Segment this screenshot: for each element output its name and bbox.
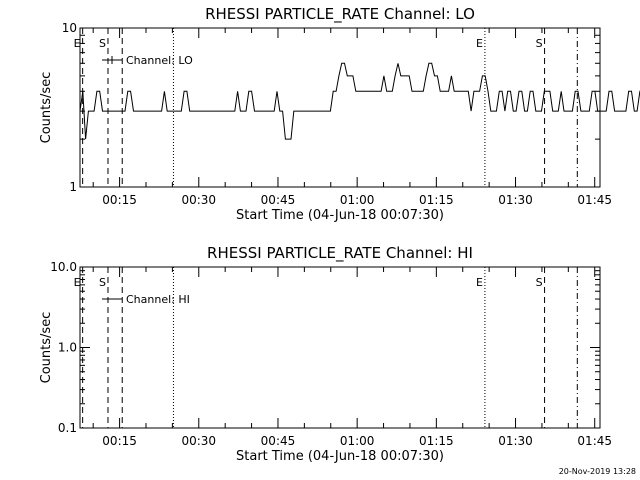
marker-label: E <box>476 37 483 50</box>
chart-title: RHESSI PARTICLE_RATE Channel: HI <box>207 244 473 263</box>
x-tick-label: 01:30 <box>498 434 533 448</box>
footer-timestamp: 20-Nov-2019 13:28 <box>559 467 636 476</box>
x-tick-label: 01:45 <box>577 434 612 448</box>
x-tick-label: 00:15 <box>102 193 137 207</box>
y-axis-label: Counts/sec <box>39 312 54 384</box>
x-tick-label: 00:45 <box>261 193 296 207</box>
marker-label: S <box>536 37 543 50</box>
x-tick-label: 01:15 <box>419 193 454 207</box>
x-tick-label: 00:30 <box>181 193 216 207</box>
marker-label: S <box>99 276 106 289</box>
x-axis-label: Start Time (04-Jun-18 00:07:30) <box>236 449 444 464</box>
marker-label: E <box>74 276 81 289</box>
x-tick-label: 01:15 <box>419 434 454 448</box>
x-tick-label: 01:00 <box>340 434 375 448</box>
x-tick-label: 00:30 <box>181 434 216 448</box>
x-tick-label: 00:15 <box>102 434 137 448</box>
marker-label: S <box>536 276 543 289</box>
x-tick-label: 01:00 <box>340 193 375 207</box>
y-axis-label: Counts/sec <box>39 72 54 144</box>
marker-label: E <box>476 276 483 289</box>
y-tick-label: 10.0 <box>50 260 77 274</box>
y-tick-label: 1.0 <box>58 341 77 355</box>
marker-label: S <box>99 37 106 50</box>
chart-title: RHESSI PARTICLE_RATE Channel: LO <box>205 5 475 24</box>
y-tick-label: 0.1 <box>58 421 77 435</box>
series-line <box>79 62 640 140</box>
panel-lo: RHESSI PARTICLE_RATE Channel: LO 1 10 00:15… <box>39 5 640 223</box>
legend-label: Channel: LO <box>126 54 193 67</box>
plot-frame <box>79 266 601 429</box>
x-tick-label: 00:45 <box>261 434 296 448</box>
legend-label: Channel: HI <box>126 293 190 306</box>
y-tick-label: 1 <box>69 180 77 194</box>
marker-label: E <box>74 37 81 50</box>
x-axis-label: Start Time (04-Jun-18 00:07:30) <box>236 208 444 223</box>
x-tick-label: 01:30 <box>498 193 533 207</box>
plot-frame <box>79 27 601 188</box>
x-tick-label: 01:45 <box>577 193 612 207</box>
panel-hi: RHESSI PARTICLE_RATE Channel: HI 0.1 1.0 10… <box>39 244 612 464</box>
y-tick-label: 10 <box>62 21 77 35</box>
